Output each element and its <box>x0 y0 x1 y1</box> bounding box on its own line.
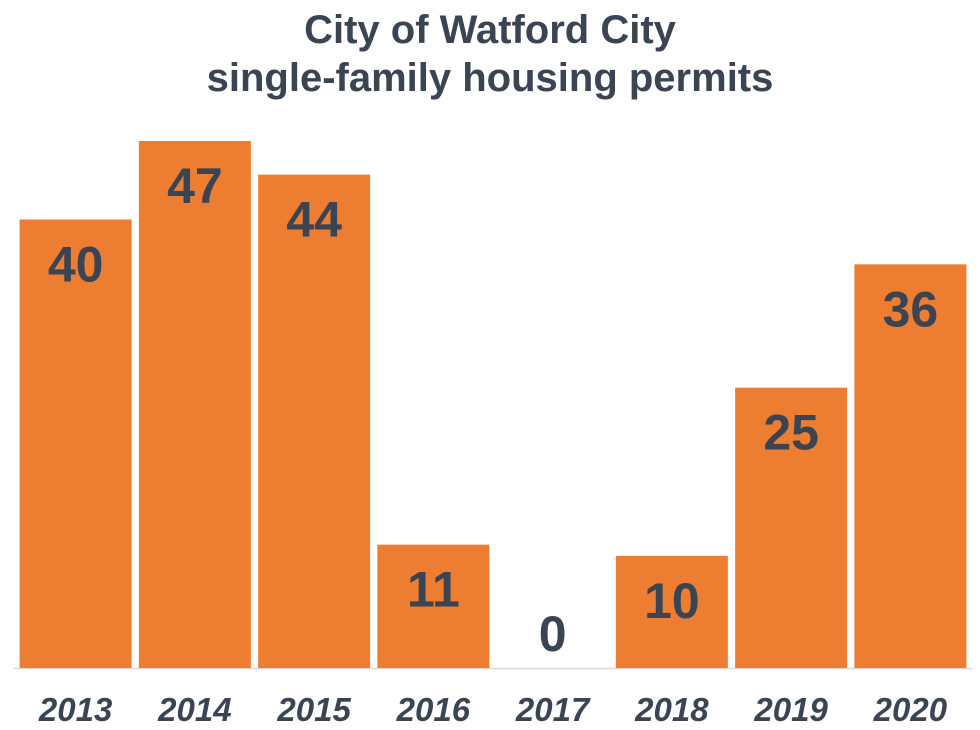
bar-2015 <box>258 174 371 668</box>
data-label-2016: 11 <box>407 562 460 618</box>
x-tick-label-2020: 2020 <box>873 691 948 728</box>
bar-2013 <box>19 219 132 668</box>
x-tick-label-2013: 2013 <box>38 691 112 728</box>
data-label-2017: 0 <box>539 606 567 662</box>
bar-2016 <box>377 544 490 668</box>
bar-2020 <box>854 264 967 668</box>
x-tick-label-2014: 2014 <box>157 691 231 728</box>
x-tick-label-2018: 2018 <box>634 691 709 728</box>
x-tick-label-2019: 2019 <box>753 691 828 728</box>
data-label-2015: 44 <box>286 192 342 248</box>
chart-title: City of Watford City single-family housi… <box>0 6 980 102</box>
data-label-2019: 25 <box>763 405 819 461</box>
bar-2018 <box>615 555 728 668</box>
bar-2019 <box>735 387 848 668</box>
data-label-2020: 36 <box>883 281 939 337</box>
x-tick-label-2016: 2016 <box>396 691 471 728</box>
bar-2014 <box>138 141 251 668</box>
data-label-2018: 10 <box>644 573 700 629</box>
x-tick-label-2015: 2015 <box>276 691 351 728</box>
data-label-2013: 40 <box>48 236 104 292</box>
chart-title-line-1: City of Watford City <box>304 8 676 52</box>
data-label-2014: 47 <box>167 158 223 214</box>
x-tick-label-2017: 2017 <box>515 691 591 728</box>
chart-subtitle: single-family housing permits <box>206 56 774 100</box>
